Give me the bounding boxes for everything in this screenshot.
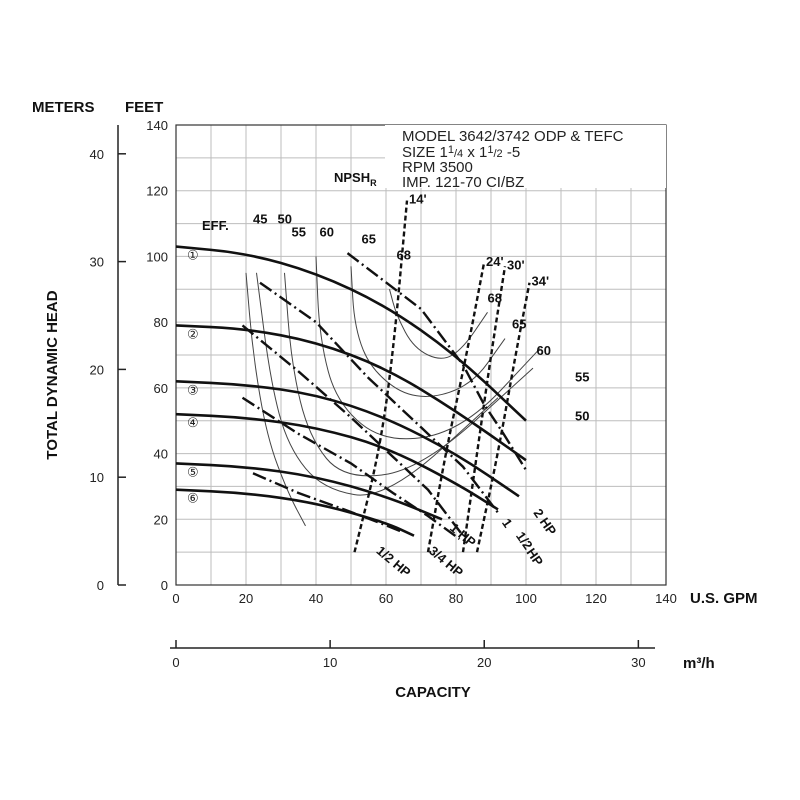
gpm-tick-label: 80 — [449, 591, 463, 606]
efficiency-label-60: 60 — [537, 343, 551, 358]
efficiency-curves — [245, 256, 541, 527]
feet-tick-label: 120 — [146, 184, 168, 199]
gpm-ticks: 0 20 40 60 80 100 120 140 — [172, 591, 676, 606]
gpm-tick-label: 20 — [239, 591, 253, 606]
npsh-line-34 — [475, 282, 531, 553]
efficiency-curve-68 — [389, 289, 488, 359]
hp-line-1-2-HP — [252, 472, 404, 534]
efficiency-label-68: 68 — [488, 290, 502, 305]
gpm-axis-label: U.S. GPM — [690, 590, 758, 607]
npsh-value-label: 34' — [532, 274, 550, 289]
gpm-tick-label: 60 — [379, 591, 393, 606]
hp-label: 1 — [499, 516, 515, 531]
capacity-caption: CAPACITY — [395, 684, 471, 701]
npsh-line-24 — [426, 262, 486, 553]
feet-tick-label: 0 — [161, 578, 168, 593]
metric-axis: 0 10 20 30 — [170, 640, 655, 670]
impeller-label-4: ④ — [187, 415, 199, 430]
eff-label: EFF. — [202, 218, 229, 233]
impeller-curve-6 — [175, 488, 415, 537]
feet-tick-label: 100 — [146, 249, 168, 264]
impeller-curve-1 — [175, 245, 527, 422]
metric-tick-label: 10 — [323, 655, 337, 670]
hp-label: 2 HP — [531, 506, 560, 539]
impeller-label-6: ⑥ — [187, 491, 199, 506]
impeller-curve-3 — [175, 379, 520, 498]
efficiency-label-68: 68 — [397, 248, 411, 263]
efficiency-label-50: 50 — [278, 212, 292, 227]
impeller-curve-2 — [175, 324, 527, 462]
feet-axis-label: FEET — [125, 99, 163, 116]
feet-ticks: 0 20 40 60 80 100 120 140 — [146, 118, 168, 593]
hp-label: 1/2 HP — [374, 543, 414, 580]
gpm-tick-label: 140 — [655, 591, 677, 606]
model-line-2: SIZE 11/4 x 11/2 -5 — [402, 144, 520, 161]
npsh-label: NPSHR — [334, 170, 377, 188]
npsh-value-label: 14' — [409, 192, 427, 207]
metric-axis-label: m³/h — [683, 655, 715, 672]
model-line-4: IMP. 121-70 CI/BZ — [402, 174, 524, 191]
feet-tick-label: 20 — [154, 512, 168, 527]
npsh-line-14 — [353, 200, 409, 553]
meters-tick-label: 30 — [90, 255, 104, 270]
feet-tick-label: 60 — [154, 381, 168, 396]
efficiency-curve-55 — [284, 272, 534, 477]
hp-label: 1 HP — [447, 520, 479, 550]
efficiency-label-55: 55 — [292, 225, 306, 240]
efficiency-label-65: 65 — [512, 317, 526, 332]
gpm-tick-label: 0 — [172, 591, 179, 606]
hp-line-2-HP — [346, 252, 528, 471]
gpm-tick-label: 120 — [585, 591, 607, 606]
efficiency-label-50: 50 — [575, 409, 589, 424]
efficiency-curve-45 — [245, 272, 306, 527]
efficiency-label-45: 45 — [253, 212, 267, 227]
npsh-value-label: 30' — [507, 257, 525, 272]
model-box: MODEL 3642/3742 ODP & TEFC SIZE 11/4 x 1… — [385, 125, 666, 191]
npsh-value-label: 24' — [486, 254, 504, 269]
model-line-3: RPM 3500 — [402, 159, 473, 176]
efficiency-curve-60 — [315, 256, 541, 440]
impeller-label-2: ② — [187, 326, 199, 341]
efficiency-curve-50 — [256, 272, 499, 496]
impeller-label-5: ⑤ — [187, 464, 199, 479]
hp-label: 3/4 HP — [426, 543, 466, 580]
meters-tick-label: 0 — [97, 578, 104, 593]
meters-tick-label: 20 — [90, 362, 104, 377]
feet-tick-label: 40 — [154, 447, 168, 462]
efficiency-curve-65 — [350, 266, 506, 397]
feet-tick-label: 140 — [146, 118, 168, 133]
npsh-line-30 — [461, 266, 507, 553]
impeller-label-3: ③ — [187, 382, 199, 397]
gpm-tick-label: 40 — [309, 591, 323, 606]
feet-tick-label: 80 — [154, 315, 168, 330]
efficiency-label-60: 60 — [320, 225, 334, 240]
model-line-1: MODEL 3642/3742 ODP & TEFC — [402, 128, 624, 145]
metric-tick-label: 30 — [631, 655, 645, 670]
impeller-curve-5 — [175, 462, 443, 521]
npsh-lines: 14' 24' 30' 34' — [353, 192, 550, 553]
hp-line-1-HP — [241, 324, 464, 537]
grid — [176, 125, 666, 585]
meters-tick-label: 40 — [90, 147, 104, 162]
metric-tick-label: 20 — [477, 655, 491, 670]
efficiency-label-65: 65 — [362, 231, 376, 246]
impeller-label-1: ① — [187, 248, 199, 263]
meters-axis-label: METERS — [32, 99, 95, 116]
meters-tick-label: 10 — [90, 470, 104, 485]
impeller-curves: ① ② ③ ④ ⑤ ⑥ — [175, 245, 527, 537]
impeller-curve-4 — [175, 412, 499, 511]
meters-axis: 0 10 20 30 40 — [90, 125, 126, 593]
efficiency-label-55: 55 — [575, 369, 589, 384]
gpm-tick-label: 100 — [515, 591, 537, 606]
tdh-caption: TOTAL DYNAMIC HEAD — [44, 290, 61, 459]
metric-tick-label: 0 — [172, 655, 179, 670]
hp-line-1-1-2-HP — [259, 281, 499, 514]
